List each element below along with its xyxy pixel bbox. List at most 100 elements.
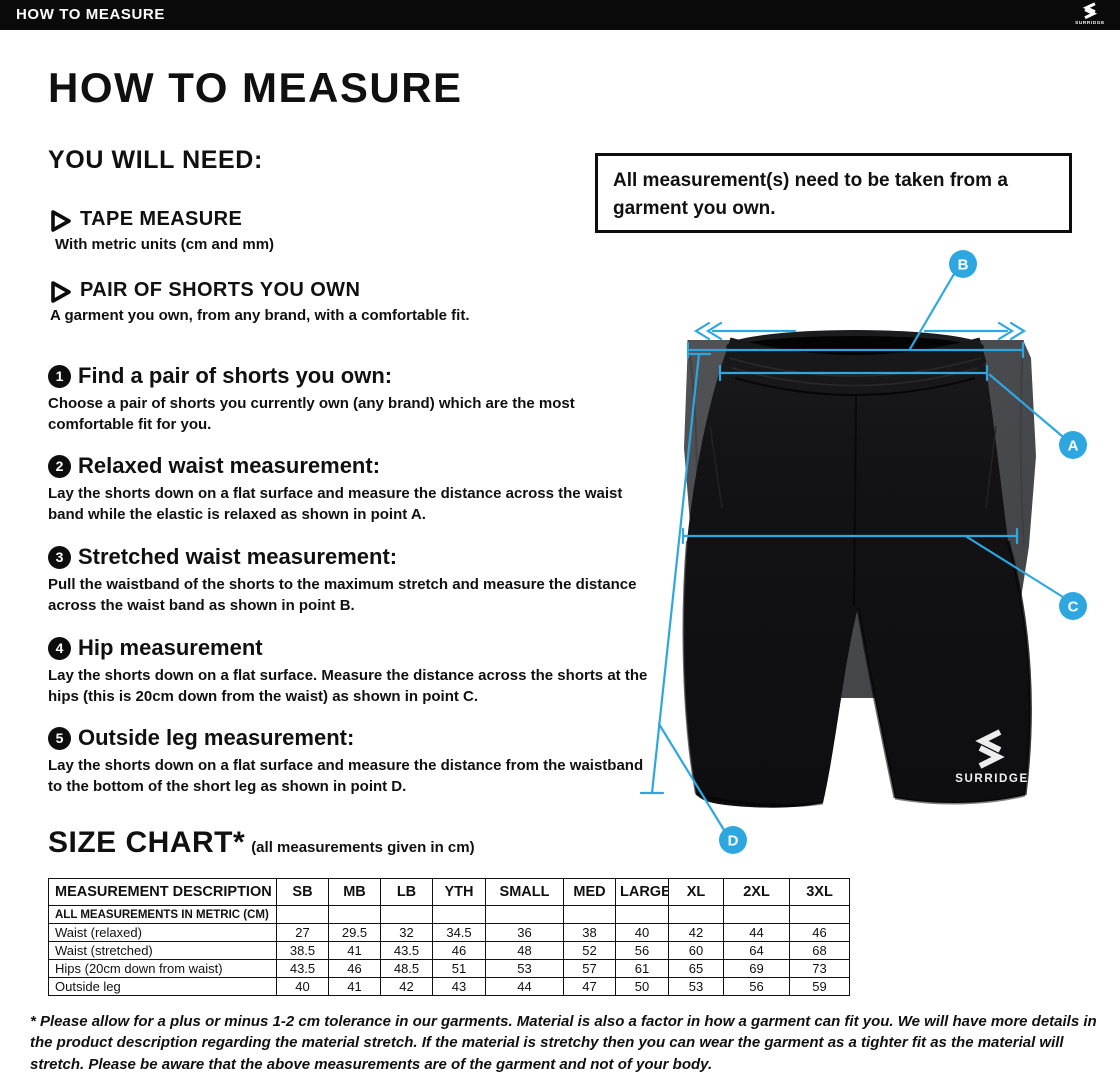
leader-line-b xyxy=(908,272,956,351)
size-cell: 41 xyxy=(328,977,381,996)
size-cell: 46 xyxy=(328,959,381,978)
leader-line-d xyxy=(657,722,726,832)
size-chart-col-header: MB xyxy=(328,878,381,906)
size-cell: 69 xyxy=(723,959,790,978)
point-c-label: C xyxy=(1068,599,1079,616)
size-cell: 27 xyxy=(276,923,329,942)
size-cell: 46 xyxy=(789,923,850,942)
size-chart-row: Hips (20cm down from waist) 43.5 46 48.5 51 5… xyxy=(48,959,850,978)
size-cell: 43.5 xyxy=(380,941,433,960)
size-cell: 60 xyxy=(668,941,724,960)
size-cell: 40 xyxy=(615,923,669,942)
size-cell: 41 xyxy=(328,941,381,960)
size-cell: 50 xyxy=(615,977,669,996)
size-cell: 48.5 xyxy=(380,959,433,978)
step-number-badge: 2 xyxy=(48,455,71,478)
triangle-bullet-icon xyxy=(51,210,71,232)
size-chart-col-header: MED xyxy=(563,878,616,906)
size-chart-col-header: YTH xyxy=(432,878,486,906)
size-cell: 34.5 xyxy=(432,923,486,942)
size-cell: 48 xyxy=(485,941,564,960)
size-chart-header-row: MEASUREMENT DESCRIPTION SB MB LB YTH SMALL MED… xyxy=(48,878,850,906)
point-c-marker xyxy=(1059,592,1087,620)
size-chart-subtitle: (all measurements given in cm) xyxy=(251,839,475,856)
size-cell: 46 xyxy=(432,941,486,960)
size-cell: 42 xyxy=(380,977,433,996)
point-a-label: A xyxy=(1068,438,1079,455)
step-number-badge: 3 xyxy=(48,546,71,569)
need-item-label: PAIR OF SHORTS YOU OWN xyxy=(80,279,361,301)
step-body: Lay the shorts down on a flat surface. M… xyxy=(48,667,648,706)
size-chart-body: MEASUREMENT DESCRIPTION SB MB LB YTH SMALL MED… xyxy=(48,878,850,996)
size-cell: 38 xyxy=(563,923,616,942)
measure-line-a xyxy=(718,364,989,382)
size-chart-title: SIZE CHART* xyxy=(48,826,246,859)
you-will-need-heading: YOU WILL NEED: xyxy=(48,146,263,174)
step-heading: Find a pair of shorts you own: xyxy=(78,363,393,388)
leader-line-a xyxy=(988,373,1064,438)
measurement-desc-cell: Waist (relaxed) xyxy=(48,923,277,942)
size-cell: 73 xyxy=(789,959,850,978)
size-cell: 43 xyxy=(432,977,486,996)
size-cell: 51 xyxy=(432,959,486,978)
size-chart-metric-row: ALL MEASUREMENTS IN METRIC (CM) xyxy=(48,905,850,924)
step-number-badge: 5 xyxy=(48,727,71,750)
size-chart-row: Waist (stretched) 38.5 41 43.5 46 48 52 56 60 64 6… xyxy=(48,941,850,960)
step-heading: Outside leg measurement: xyxy=(78,725,355,750)
shorts-brand-text: SURRIDGE xyxy=(955,773,1029,785)
point-a-marker xyxy=(1059,431,1087,459)
shorts-body xyxy=(683,349,1031,808)
tolerance-footnote: * Please allow for a plus or minus 1-2 c… xyxy=(30,1013,1097,1073)
size-cell: 56 xyxy=(615,941,669,960)
step-heading: Relaxed waist measurement: xyxy=(78,453,381,478)
step-number-badge: 1 xyxy=(48,365,71,388)
step-number-badge: 4 xyxy=(48,637,71,660)
shorts-figure-svg: SURRIDGE xyxy=(639,250,1087,854)
size-cell: 68 xyxy=(789,941,850,960)
step-heading: Stretched waist measurement: xyxy=(78,544,398,569)
size-cell: 61 xyxy=(615,959,669,978)
size-cell: 36 xyxy=(485,923,564,942)
measurement-desc-cell: Outside leg xyxy=(48,977,277,996)
size-cell xyxy=(380,905,433,924)
size-cell: 52 xyxy=(563,941,616,960)
point-d-marker xyxy=(719,826,747,854)
measure-line-d xyxy=(639,352,712,795)
size-cell: 64 xyxy=(723,941,790,960)
size-chart-col-header: LB xyxy=(380,878,433,906)
size-cell: 44 xyxy=(723,923,790,942)
metric-note-cell: ALL MEASUREMENTS IN METRIC (CM) xyxy=(48,905,277,924)
surridge-logo-text: SURRIDGE xyxy=(1075,20,1105,25)
surridge-logo: SURRIDGE xyxy=(1068,1,1112,29)
page-title: HOW TO MEASURE xyxy=(48,64,463,111)
size-cell xyxy=(723,905,790,924)
step-body: Lay the shorts down on a flat surface an… xyxy=(48,485,623,524)
size-cell: 29.5 xyxy=(328,923,381,942)
size-chart-row: Waist (relaxed) 27 29.5 32 34.5 36 38 40 42 44 46 xyxy=(48,923,850,942)
stretch-arrow-right xyxy=(923,321,1027,341)
step-body: Choose a pair of shorts you currently ow… xyxy=(48,395,575,434)
shorts-measurement-figure: SURRIDGE xyxy=(639,246,1110,874)
need-item-desc: With metric units (cm and mm) xyxy=(55,236,275,253)
header-bar: HOW TO MEASURE SURRIDGE xyxy=(0,0,1120,30)
step-body: Lay the shorts down on a flat surface an… xyxy=(48,757,644,796)
measure-line-c xyxy=(681,527,1019,545)
size-cell: 65 xyxy=(668,959,724,978)
need-item-desc: A garment you own, from any brand, with … xyxy=(50,307,470,324)
size-cell: 59 xyxy=(789,977,850,996)
size-chart-col-header: XL xyxy=(668,878,724,906)
size-cell: 53 xyxy=(485,959,564,978)
size-chart-col-header: LARGE xyxy=(615,878,669,906)
size-cell xyxy=(563,905,616,924)
size-cell xyxy=(328,905,381,924)
step-heading: Hip measurement xyxy=(78,635,263,660)
size-cell: 43.5 xyxy=(276,959,329,978)
size-cell xyxy=(668,905,724,924)
size-cell: 40 xyxy=(276,977,329,996)
size-chart-col-header: MEASUREMENT DESCRIPTION xyxy=(48,878,277,906)
size-cell: 57 xyxy=(563,959,616,978)
size-chart-row: Outside leg 40 41 42 43 44 47 50 53 56 59 xyxy=(48,977,850,996)
point-b-marker xyxy=(949,250,977,278)
size-chart-heading: SIZE CHART* (all measurements given in cm… xyxy=(48,826,475,860)
